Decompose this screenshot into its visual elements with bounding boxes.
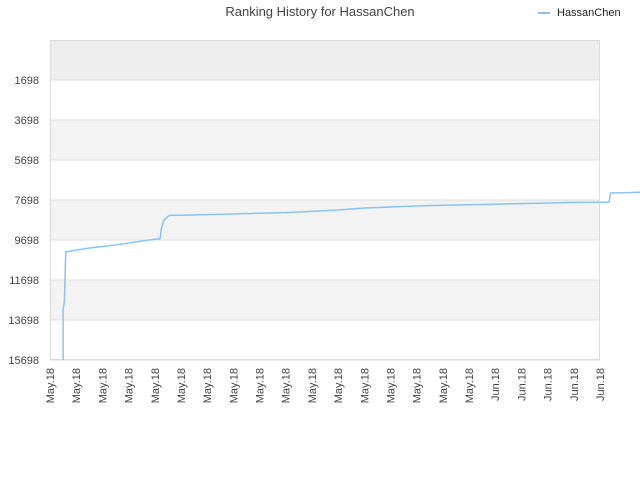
plot-band bbox=[50, 40, 600, 80]
chart-title: Ranking History for HassanChen bbox=[225, 4, 415, 19]
x-tick-label: May.18 bbox=[464, 368, 476, 403]
legend-swatch bbox=[538, 12, 550, 14]
x-tick-label: Jun.18 bbox=[516, 368, 528, 401]
y-tick-label: 9698 bbox=[15, 235, 39, 247]
legend[interactable]: HassanChen bbox=[538, 6, 621, 20]
y-tick-label: 7698 bbox=[15, 195, 39, 207]
x-tick-label: Jun.18 bbox=[490, 368, 502, 401]
x-tick-label: May.18 bbox=[281, 368, 293, 403]
x-tick-label: Jun.18 bbox=[569, 368, 581, 401]
y-tick-label: 15698 bbox=[8, 355, 39, 367]
x-tick-label: May.18 bbox=[255, 368, 267, 403]
plot-band bbox=[50, 120, 600, 160]
x-tick-label: May.18 bbox=[438, 368, 450, 403]
y-tick-label: 11698 bbox=[9, 275, 39, 287]
y-tick-label: 5698 bbox=[15, 155, 39, 167]
plot-band bbox=[50, 280, 600, 320]
x-tick-label: May.18 bbox=[412, 368, 424, 403]
x-tick-label: Jun.18 bbox=[543, 368, 555, 401]
y-tick-label: 1698 bbox=[15, 75, 39, 87]
plot-frame bbox=[50, 40, 600, 360]
x-tick-label: May.18 bbox=[359, 368, 371, 403]
y-tick-label: 13698 bbox=[8, 315, 39, 327]
y-tick-label: 3698 bbox=[15, 115, 39, 127]
x-tick-label: May.18 bbox=[202, 368, 214, 403]
x-tick-label: May.18 bbox=[150, 368, 162, 403]
x-tick-label: Jun.18 bbox=[595, 368, 607, 401]
x-tick-label: May.18 bbox=[385, 368, 397, 403]
series-line-hassanchen bbox=[62, 191, 640, 360]
x-tick-label: May.18 bbox=[228, 368, 240, 403]
x-tick-label: May.18 bbox=[71, 368, 83, 403]
x-tick-label: May.18 bbox=[307, 368, 319, 403]
plot-band bbox=[50, 200, 600, 240]
legend-label-hassanchen: HassanChen bbox=[557, 7, 621, 19]
x-tick-label: May.18 bbox=[45, 368, 57, 403]
x-tick-label: May.18 bbox=[97, 368, 109, 403]
x-tick-label: May.18 bbox=[124, 368, 136, 403]
x-tick-label: May.18 bbox=[333, 368, 345, 403]
x-tick-label: May.18 bbox=[176, 368, 188, 403]
